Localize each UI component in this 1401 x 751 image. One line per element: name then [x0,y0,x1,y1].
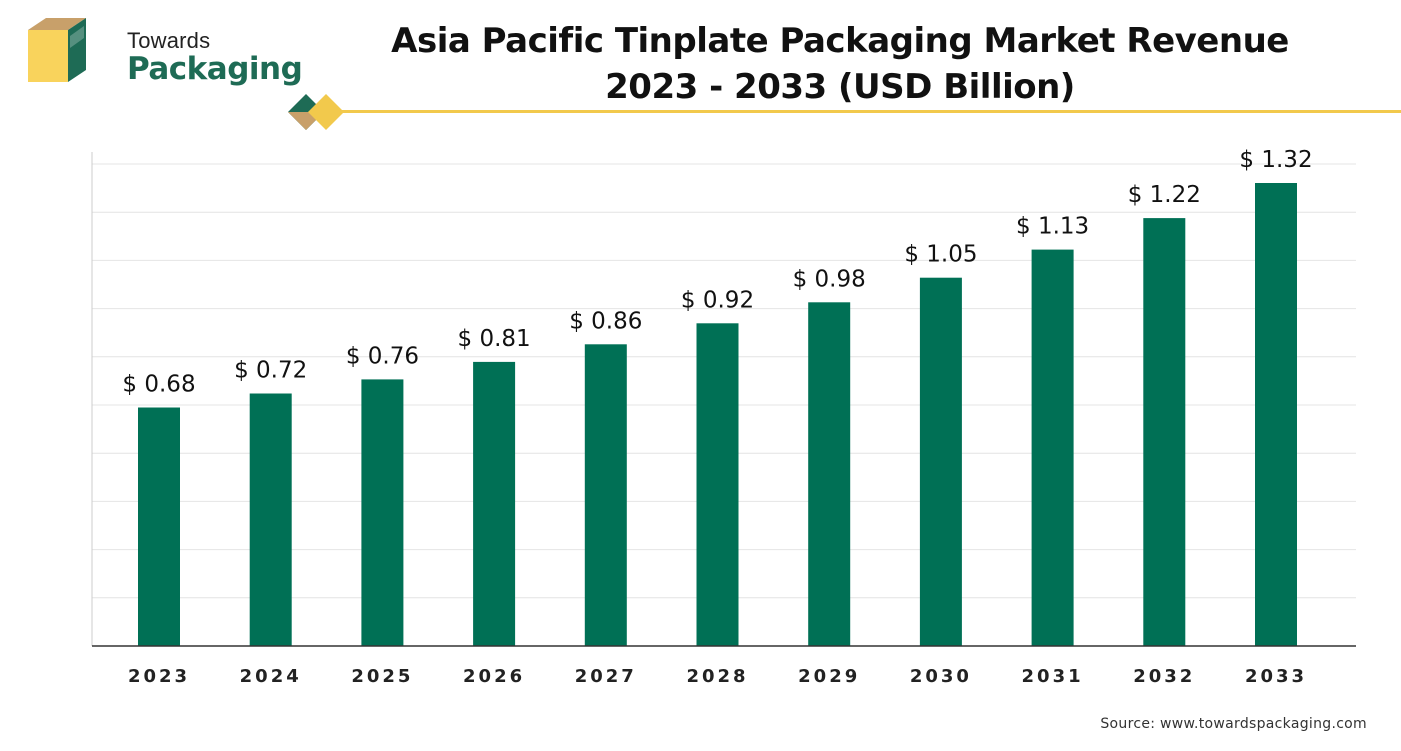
x-tick-label-2032: 2032 [1133,666,1195,687]
x-tick-label-2027: 2027 [575,666,637,687]
chart-title: Asia Pacific Tinplate Packaging Market R… [340,18,1340,110]
bar-2027 [584,344,627,646]
bar-2031 [1031,249,1074,646]
chart-title-line-2: 2023 - 2033 (USD Billion) [605,67,1075,107]
value-label-2031: $ 1.13 [1016,214,1089,240]
bar-2032 [1143,218,1186,646]
title-divider [288,94,1401,130]
logo-text-packaging: Packaging [127,51,303,87]
x-tick-label-2028: 2028 [686,666,748,687]
title-underline [342,110,1401,113]
x-tick-label-2029: 2029 [798,666,860,687]
x-tick-label-2031: 2031 [1022,666,1084,687]
value-label-2027: $ 0.86 [569,308,642,334]
x-tick-label-2025: 2025 [351,666,413,687]
chart-title-line-1: Asia Pacific Tinplate Packaging Market R… [391,21,1289,61]
bar-2023 [138,407,180,646]
bar-2030 [919,277,962,646]
value-label-2032: $ 1.22 [1128,182,1201,208]
box-logo-icon [28,18,86,82]
value-labels: $ 0.68 $ 0.72 $ 0.76 $ 0.81 $ 0.86 $ 0.92 $ 0.… [122,147,1312,398]
bar-2029 [808,302,851,646]
x-tick-label-2023: 2023 [128,666,190,687]
value-label-2026: $ 0.81 [458,326,531,352]
x-tick-label-2026: 2026 [463,666,525,687]
value-label-2023: $ 0.68 [122,372,195,398]
diamond-yellow-icon [308,94,344,130]
logo-text-towards: Towards [127,28,211,53]
x-tick-labels: 2023 2024 2025 2026 2027 2028 2029 2030 2031 2032… [128,666,1307,687]
x-tick-label-2033: 2033 [1245,666,1307,687]
bar-2026 [473,361,516,646]
source-credit: Source: www.towardspackaging.com [1100,716,1367,732]
bars [138,183,1297,646]
bar-2024 [249,393,292,646]
value-label-2028: $ 0.92 [681,287,754,313]
bar-2025 [361,379,404,646]
value-label-2030: $ 1.05 [904,242,977,268]
value-label-2033: $ 1.32 [1239,147,1312,173]
value-label-2029: $ 0.98 [793,266,866,292]
value-label-2025: $ 0.76 [346,343,419,369]
x-tick-label-2030: 2030 [910,666,972,687]
bar-2033 [1255,183,1297,646]
brand-logo: Towards Packaging [24,16,303,86]
bar-2028 [696,323,739,646]
value-label-2024: $ 0.72 [234,358,307,384]
x-tick-label-2024: 2024 [240,666,302,687]
